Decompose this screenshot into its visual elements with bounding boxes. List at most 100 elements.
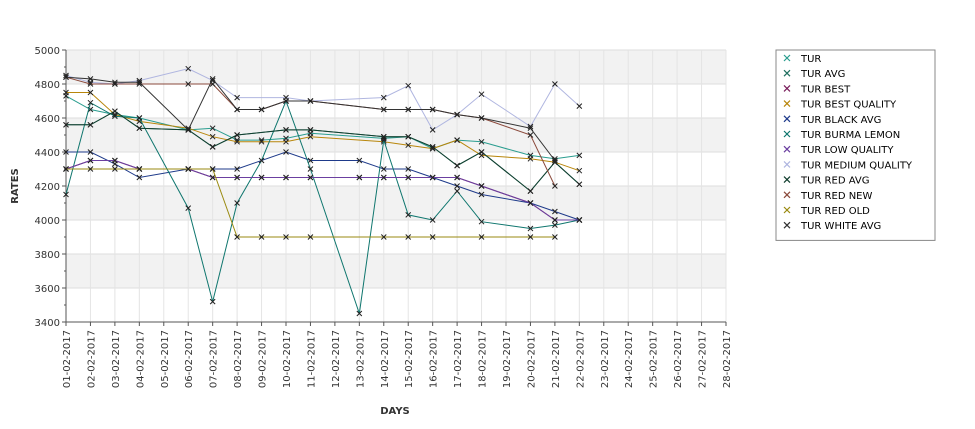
data-point — [380, 106, 387, 113]
data-point — [478, 218, 485, 225]
x-tick-label: 03-02-2017 — [111, 330, 122, 388]
legend-label: TUR RED AVG — [800, 176, 870, 187]
data-point — [478, 138, 485, 145]
data-point — [112, 113, 118, 120]
legend-item: TUR BLACK AVG — [783, 115, 881, 126]
data-point — [87, 76, 94, 82]
x-tick-label: 14-02-2017 — [380, 330, 391, 388]
data-point — [209, 166, 216, 172]
data-point — [136, 115, 143, 121]
data-point — [552, 222, 558, 228]
data-point — [478, 191, 485, 198]
data-point — [307, 157, 314, 164]
data-point — [63, 149, 69, 155]
legend-item: TUR AVG — [783, 69, 845, 80]
data-point — [136, 125, 143, 132]
data-point — [112, 79, 118, 86]
x-tick-label: 18-02-2017 — [478, 330, 489, 388]
plot-band — [66, 254, 726, 288]
data-point — [405, 142, 412, 149]
data-point — [527, 188, 534, 194]
data-point — [283, 149, 289, 155]
y-tick-label: 3400 — [35, 318, 60, 329]
y-axis-ticks: 3400 3600 3800 4000 4200 4400 4600 4800 5000 — [35, 46, 66, 329]
data-point — [87, 166, 94, 172]
data-point — [209, 125, 216, 132]
data-point — [576, 167, 583, 174]
legend-marker — [783, 115, 791, 123]
data-point — [234, 174, 240, 181]
y-tick-label: 5000 — [35, 46, 60, 57]
legend-item: TUR LOW QUALITY — [783, 145, 894, 156]
legend-label: TUR BURMA LEMON — [800, 130, 900, 141]
x-tick-label: 11-02-2017 — [306, 330, 317, 388]
x-tick-label: 17-02-2017 — [453, 330, 464, 388]
legend-marker — [783, 54, 791, 62]
data-point — [405, 174, 412, 181]
data-point — [307, 174, 314, 181]
data-point — [576, 181, 583, 188]
series-tur-red-old — [63, 166, 558, 240]
legend-label: TUR MEDIUM QUALITY — [800, 160, 913, 171]
data-point — [307, 166, 314, 172]
y-tick-label: 4400 — [35, 148, 60, 159]
data-point — [185, 205, 192, 211]
data-point — [552, 234, 558, 240]
x-tick-label: 02-02-2017 — [86, 330, 97, 388]
data-point — [429, 174, 436, 181]
legend-item: TUR WHITE AVG — [783, 221, 881, 232]
data-point — [209, 76, 216, 82]
data-point — [405, 82, 412, 89]
legend-label: TUR BLACK AVG — [800, 115, 881, 126]
x-tick-label: 20-02-2017 — [526, 330, 537, 388]
data-point — [576, 217, 583, 223]
y-axis-title: RATES — [10, 168, 21, 204]
x-tick-label: 28-02-2017 — [722, 330, 733, 388]
data-point — [405, 234, 412, 240]
data-point — [405, 166, 412, 172]
data-point — [527, 155, 534, 162]
x-tick-label: 10-02-2017 — [282, 330, 293, 388]
legend-label: TUR — [800, 54, 821, 65]
data-point — [454, 137, 460, 143]
x-tick-label: 05-02-2017 — [160, 330, 171, 388]
x-tick-label: 01-02-2017 — [62, 330, 73, 388]
x-tick-label: 25-02-2017 — [649, 330, 660, 388]
data-point — [356, 174, 363, 181]
x-tick-label: 04-02-2017 — [135, 330, 146, 388]
x-tick-label: 16-02-2017 — [429, 330, 440, 388]
data-point — [454, 174, 460, 181]
y-tick-label: 3600 — [35, 284, 60, 295]
data-point — [283, 98, 289, 104]
data-point — [454, 111, 460, 118]
legend-label: TUR BEST QUALITY — [800, 100, 897, 111]
data-point — [552, 81, 558, 87]
data-point — [112, 108, 118, 115]
data-point — [112, 166, 118, 172]
data-point — [63, 89, 69, 96]
x-tick-label: 23-02-2017 — [600, 330, 611, 388]
data-point — [478, 115, 485, 121]
x-axis-title: DAYS — [380, 406, 410, 417]
legend: TUR TUR AVG TUR BEST TUR BEST QUALITY TUR BL… — [775, 49, 936, 241]
data-point — [307, 133, 314, 140]
data-point — [454, 183, 460, 189]
data-point — [552, 217, 558, 223]
data-point — [87, 121, 94, 128]
plot-band — [66, 50, 726, 84]
data-point — [552, 208, 558, 215]
x-tick-label: 08-02-2017 — [233, 330, 244, 388]
data-point — [405, 106, 412, 113]
legend-marker — [783, 221, 791, 229]
data-point — [429, 145, 436, 152]
data-point — [478, 183, 485, 189]
data-point — [258, 234, 265, 240]
x-tick-label: 26-02-2017 — [673, 330, 684, 388]
data-point — [63, 191, 69, 198]
data-point — [209, 298, 216, 305]
data-point — [234, 200, 240, 206]
data-point — [63, 121, 69, 128]
data-point — [185, 127, 192, 133]
legend-marker — [783, 176, 791, 184]
data-point — [258, 138, 265, 145]
